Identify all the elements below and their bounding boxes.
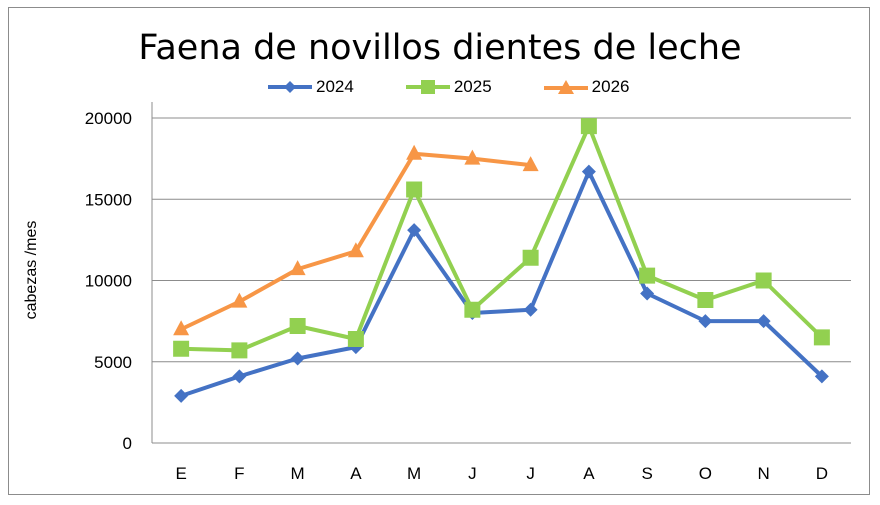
legend-label-2026: 2026 bbox=[591, 77, 630, 96]
data-point-2024 bbox=[523, 302, 538, 317]
legend-label-2024: 2024 bbox=[316, 77, 354, 96]
data-point-2025 bbox=[639, 267, 656, 284]
data-point-2026 bbox=[406, 144, 423, 160]
legend-marker-2026 bbox=[543, 80, 588, 94]
data-point-2025 bbox=[464, 301, 481, 318]
data-point-2025 bbox=[697, 292, 714, 308]
data-point-2024 bbox=[698, 314, 713, 329]
data-point-2026 bbox=[289, 260, 306, 276]
chart-title: Faena de novillos dientes de leche bbox=[138, 28, 742, 68]
legend-item-2025: 2025 bbox=[405, 77, 492, 97]
data-point-2025 bbox=[755, 272, 772, 289]
y-tick-label: 5000 bbox=[94, 353, 132, 372]
y-tick-label: 10000 bbox=[85, 272, 132, 291]
data-point-2024 bbox=[407, 223, 422, 238]
x-tick-label: J bbox=[526, 464, 535, 483]
data-point-2025 bbox=[580, 118, 597, 135]
data-point-2025 bbox=[522, 249, 539, 266]
data-point-2024 bbox=[814, 369, 829, 384]
x-tick-label: D bbox=[816, 464, 828, 483]
data-point-2026 bbox=[464, 149, 481, 165]
data-point-2024 bbox=[232, 369, 247, 384]
legend-label-2025: 2025 bbox=[453, 77, 492, 96]
data-point-2024 bbox=[640, 286, 655, 301]
data-point-2026 bbox=[522, 156, 539, 172]
x-tick-label: S bbox=[641, 464, 652, 483]
data-point-2025 bbox=[406, 181, 423, 198]
legend-marker-2025 bbox=[405, 80, 450, 94]
data-point-2026 bbox=[231, 292, 248, 308]
x-tick-label: A bbox=[583, 464, 595, 483]
data-point-2024 bbox=[756, 314, 771, 329]
data-point-2025 bbox=[289, 318, 306, 334]
x-tick-label: O bbox=[699, 464, 712, 483]
data-point-2025 bbox=[231, 342, 248, 359]
data-point-2025 bbox=[173, 340, 190, 357]
x-tick-label: F bbox=[234, 464, 244, 483]
legend-marker-2024 bbox=[268, 81, 312, 93]
y-tick-label: 20000 bbox=[85, 109, 132, 128]
x-tick-label: M bbox=[407, 464, 421, 483]
x-tick-label: N bbox=[757, 464, 769, 483]
data-point-2024 bbox=[581, 164, 596, 179]
data-point-2024 bbox=[174, 388, 189, 403]
data-point-2025 bbox=[347, 331, 364, 347]
data-point-2024 bbox=[290, 351, 305, 366]
series-line-2024 bbox=[180, 169, 824, 398]
x-tick-label: M bbox=[291, 464, 305, 483]
x-tick-label: E bbox=[175, 464, 186, 483]
data-point-2026 bbox=[173, 320, 190, 336]
x-tick-label: A bbox=[350, 464, 362, 483]
data-point-2026 bbox=[347, 242, 364, 258]
data-point-2025 bbox=[813, 329, 830, 346]
series-line-2025 bbox=[181, 124, 824, 353]
y-tick-label: 0 bbox=[123, 434, 132, 453]
legend: 2024 2025 2026 bbox=[268, 77, 629, 97]
x-tick-label: J bbox=[468, 464, 477, 483]
legend-item-2024: 2024 bbox=[268, 77, 354, 97]
y-tick-label: 15000 bbox=[85, 190, 132, 209]
legend-item-2026: 2026 bbox=[543, 77, 630, 97]
